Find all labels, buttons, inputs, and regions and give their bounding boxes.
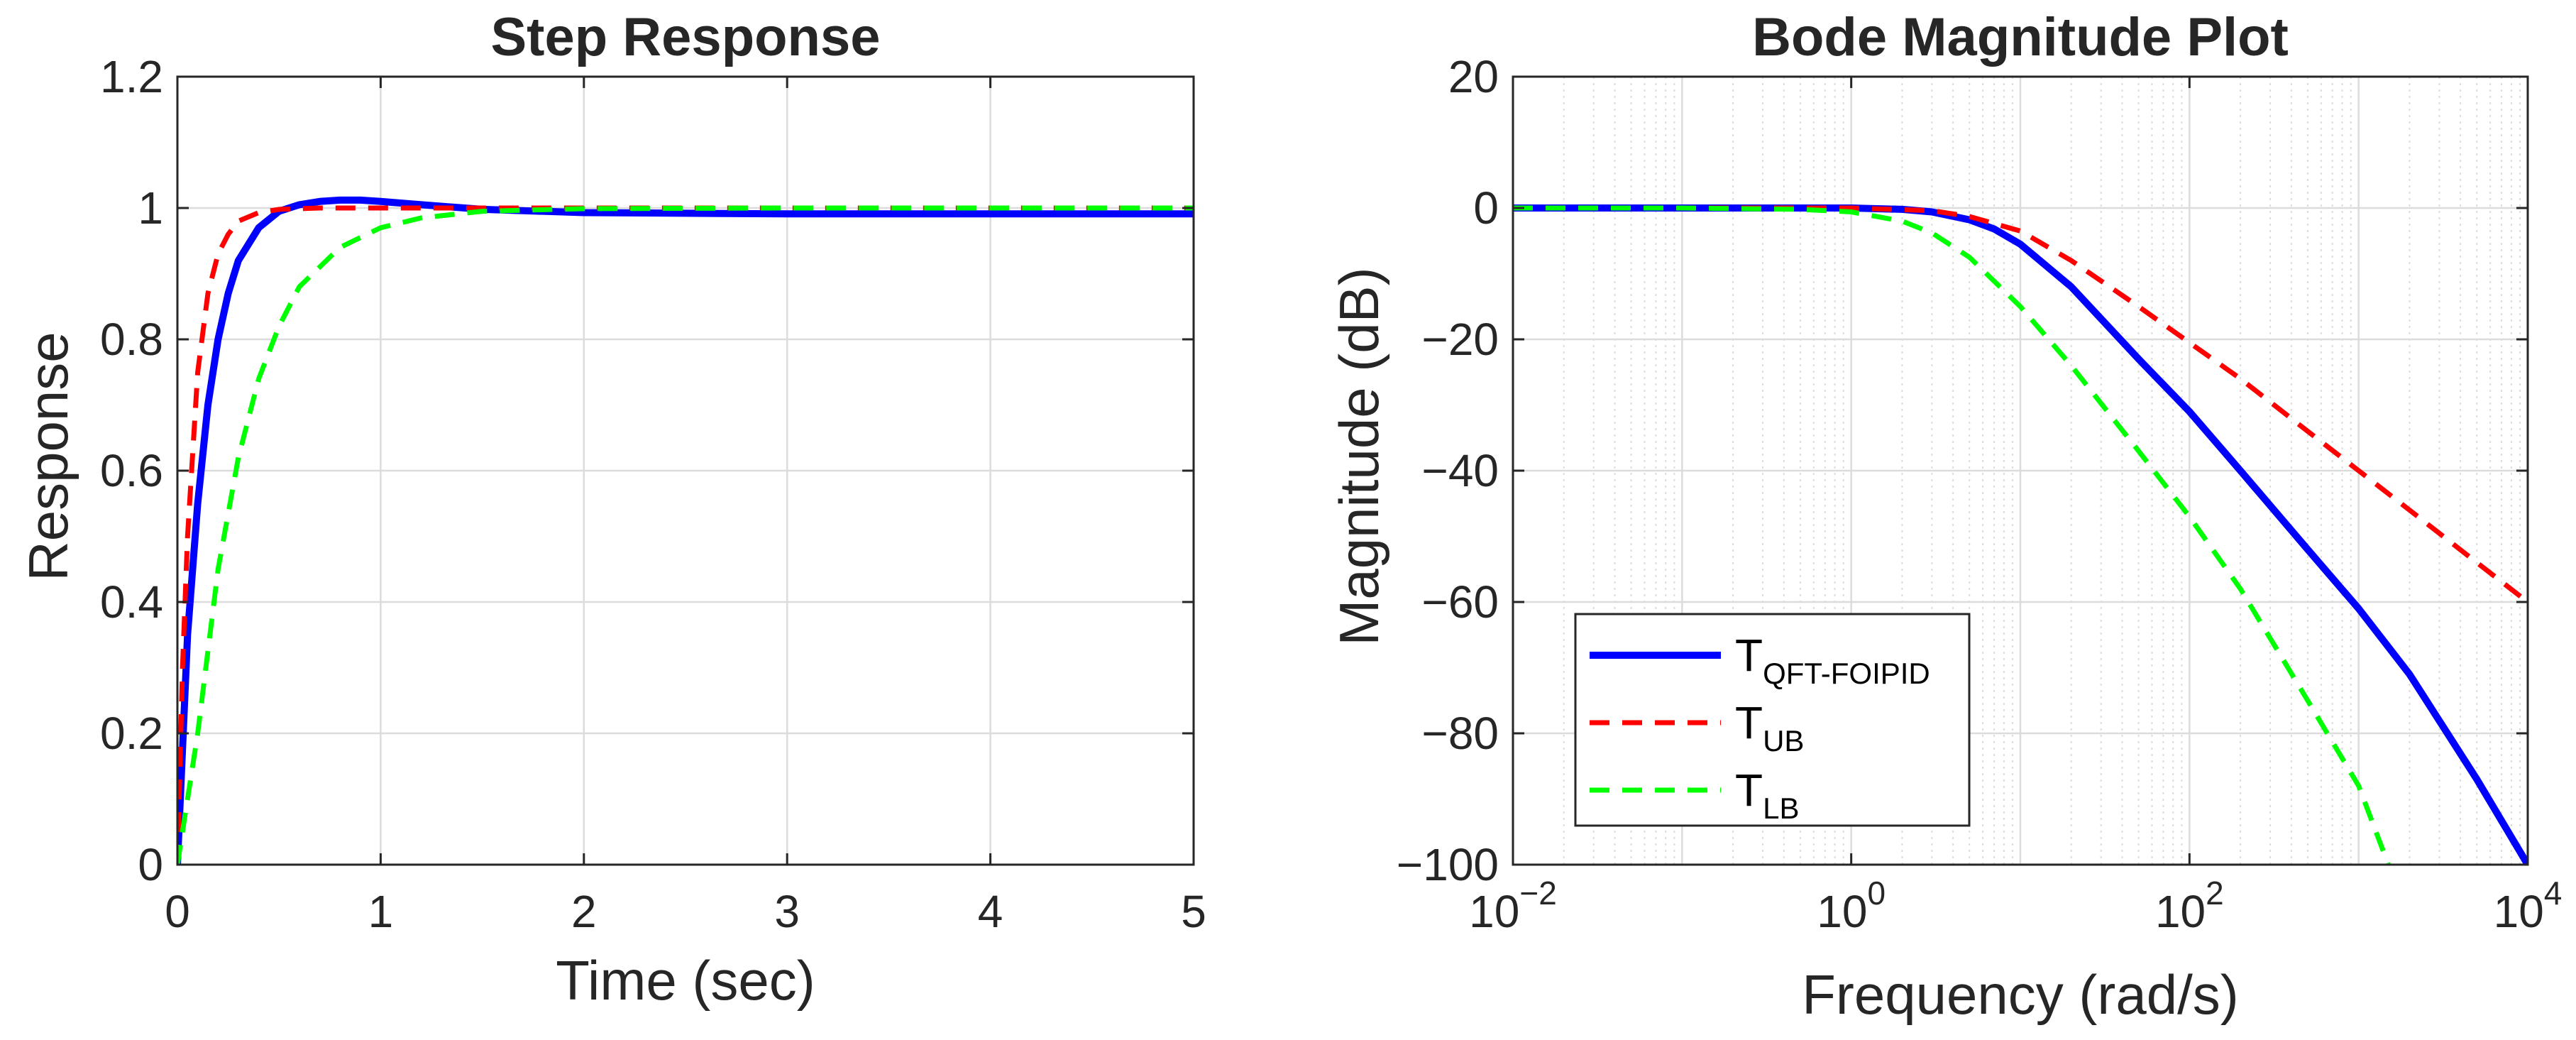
step-series-t-ub-line <box>177 205 1194 865</box>
bode-xlabel: Frequency (rad/s) <box>1802 963 2239 1026</box>
step-series-t-lb-line <box>177 205 1194 865</box>
bode-legend-label-qft-foipid: TQFT-FOIPID <box>1735 630 1930 690</box>
bode-legend: TQFT-FOIPID TUB TLB <box>1574 613 1971 827</box>
bode-ticks: 10−2 100 102 104 −100 −80 −60 −40 −20 0 20 <box>1397 51 2563 937</box>
bode-y-tick-label: −60 <box>1421 576 1499 628</box>
step-response-title: Step Response <box>490 7 880 67</box>
bode-series <box>1513 204 2528 865</box>
step-y-tick-label: 0.2 <box>100 708 163 759</box>
step-y-tick-label: 0.6 <box>100 445 163 496</box>
bode-y-tick-label: −80 <box>1421 708 1499 759</box>
step-y-tick-label: 0.8 <box>100 314 163 365</box>
step-response-series <box>177 196 1194 865</box>
step-y-tick-label: 0.4 <box>100 576 163 628</box>
bode-x-tick-label: 104 <box>2494 875 2563 937</box>
step-y-tick-label: 0 <box>138 839 163 890</box>
step-response-xlabel: Time (sec) <box>556 949 815 1012</box>
bode-x-tick-label: 102 <box>2155 875 2224 937</box>
step-x-tick-label: 0 <box>165 886 190 937</box>
bode-legend-label-ub: TUB <box>1735 697 1804 757</box>
bode-y-tick-label: 0 <box>1473 182 1499 234</box>
step-x-tick-label: 3 <box>774 886 800 937</box>
bode-x-tick-label: 100 <box>1817 875 1886 937</box>
bode-y-tick-label: 20 <box>1448 51 1499 102</box>
bode-series-t-lb-line <box>1513 205 2391 865</box>
bode-ylabel: Magnitude (dB) <box>1328 267 1390 645</box>
bode-y-tick-label: −100 <box>1397 839 1499 890</box>
step-x-tick-label: 4 <box>978 886 1003 937</box>
bode-x-tick-label: 10−2 <box>1469 875 1557 937</box>
bode-magnitude-chart: 10−2 100 102 104 −100 −80 −60 −40 −20 0 20 TQFT-FO… <box>1328 7 2562 1026</box>
bode-y-tick-label: −40 <box>1421 445 1499 496</box>
step-response-ylabel: Response <box>17 332 79 581</box>
step-x-tick-label: 1 <box>368 886 394 937</box>
bode-series-t-ub-line <box>1513 205 2528 604</box>
step-y-tick-label: 1.2 <box>100 51 163 102</box>
step-response-ticks: 0 1 2 3 4 5 0 0.2 0.4 0.6 0.8 1 1.2 <box>100 51 1206 937</box>
step-x-tick-label: 2 <box>571 886 597 937</box>
step-x-tick-label: 5 <box>1181 886 1206 937</box>
step-response-chart: 0 1 2 3 4 5 0 0.2 0.4 0.6 0.8 1 1.2 Step Response Ti… <box>17 7 1206 1012</box>
step-series-t-qft-foipid-line <box>177 196 1194 865</box>
step-y-tick-label: 1 <box>138 182 163 234</box>
bode-legend-label-lb: TLB <box>1735 765 1799 825</box>
bode-y-tick-label: −20 <box>1421 314 1499 365</box>
bode-title: Bode Magnitude Plot <box>1752 7 2289 67</box>
